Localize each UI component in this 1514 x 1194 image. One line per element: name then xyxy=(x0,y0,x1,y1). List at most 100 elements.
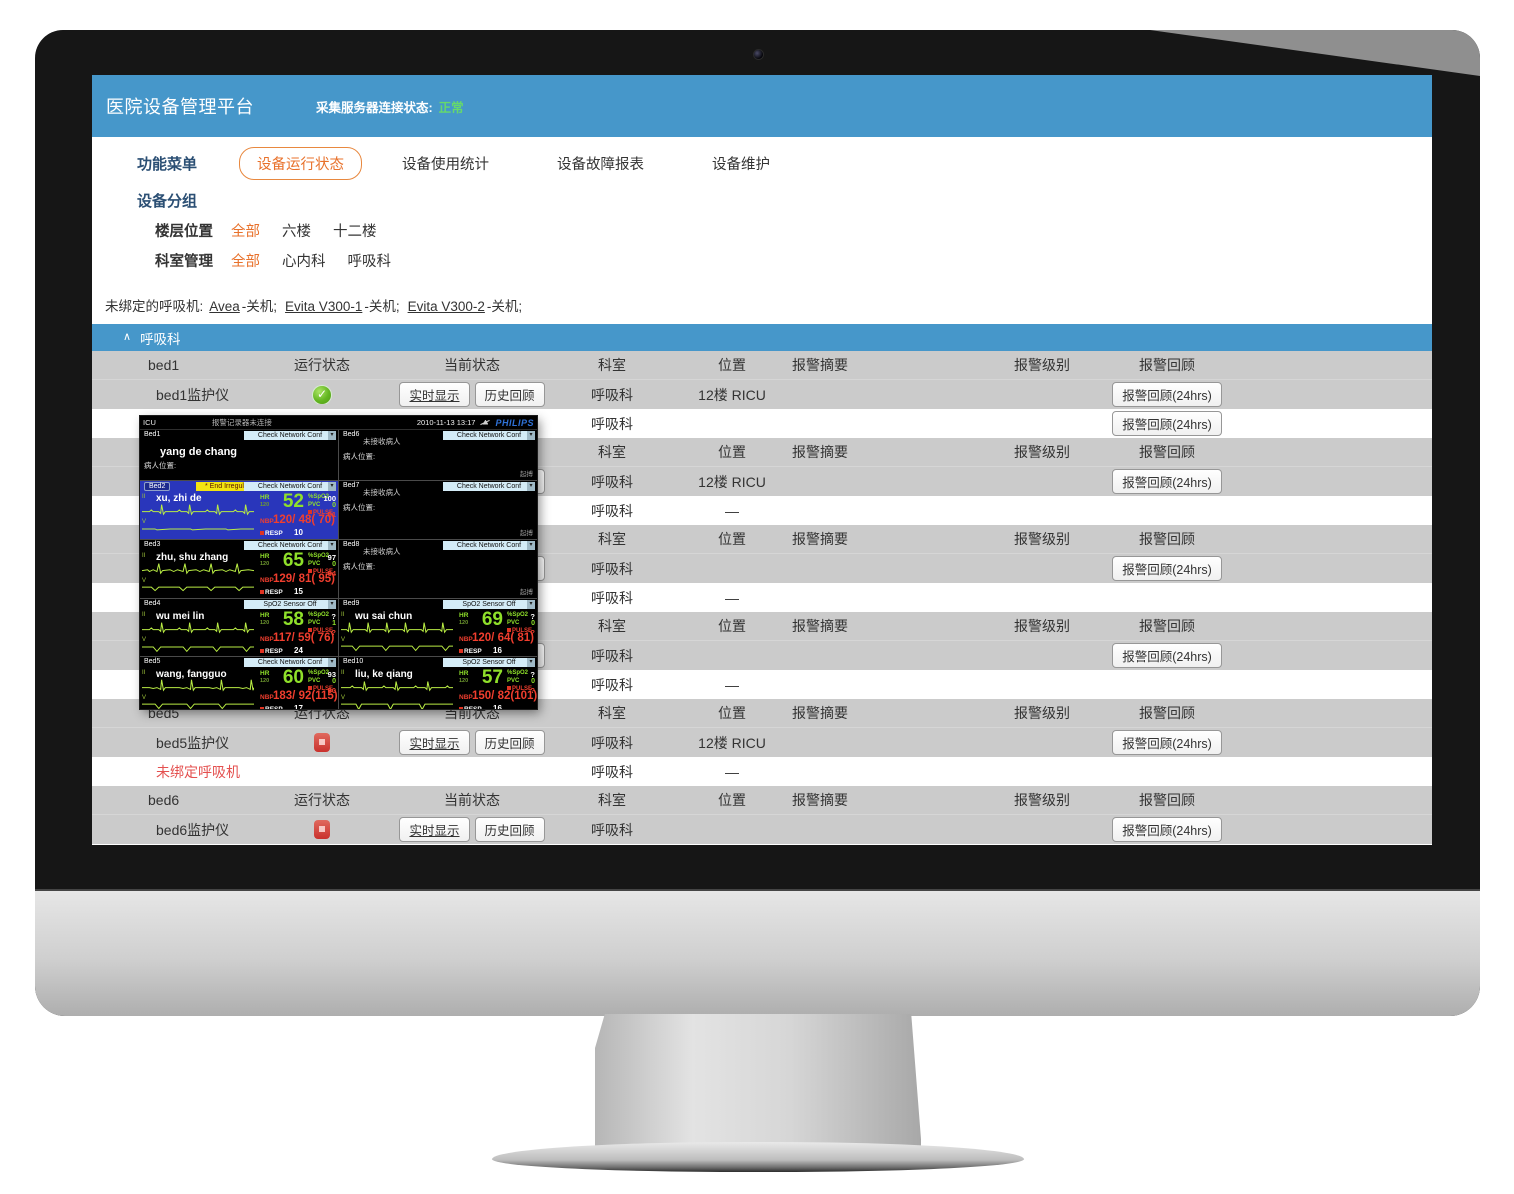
webcam-dot xyxy=(753,50,763,59)
unbound-link-avea[interactable]: Avea xyxy=(209,299,240,314)
unbound-ventilators-line: 未绑定的呼吸机: Avea -关机; Evita V300-1 -关机; Evita V3… xyxy=(105,295,1432,315)
realtime-button[interactable]: 实时显示 xyxy=(399,817,470,842)
alarm-review-button[interactable]: 报警回顾(24hrs) xyxy=(1112,382,1222,407)
popup-bed-grid: Bed1 Check Network Conf ▾ yang de chang 病… xyxy=(140,430,537,709)
resp-label: RESP xyxy=(260,706,283,709)
ecg-lead-label: II xyxy=(341,612,345,618)
pulse-value: 60 xyxy=(327,686,336,695)
unbound-link-evita2[interactable]: Evita V300-2 xyxy=(407,299,485,314)
network-conf-dropdown[interactable]: SpO2 Sensor Off ▾ xyxy=(443,600,535,609)
pulse-label: PULSE xyxy=(308,628,333,634)
filter-dept-cardiology[interactable]: 心内科 xyxy=(282,254,326,270)
chevron-down-icon: ▾ xyxy=(527,431,535,440)
hr-label: HR xyxy=(260,494,270,501)
popup-cell-bed9[interactable]: Bed9 SpO2 Sensor Off ▾ wu sai chun II V H… xyxy=(339,599,537,656)
network-conf-dropdown[interactable]: Check Network Conf ▾ xyxy=(443,431,535,440)
filter-floor: 楼层位置 全部 六楼 十二楼 xyxy=(155,220,1432,241)
network-conf-dropdown[interactable]: Check Network Conf ▾ xyxy=(244,541,336,550)
col-position: 位置 xyxy=(718,618,746,634)
history-button[interactable]: 历史回顾 xyxy=(474,382,545,407)
department-value: 呼吸科 xyxy=(591,589,633,606)
network-conf-dropdown[interactable]: Check Network Conf ▾ xyxy=(244,482,336,491)
pacing-label: 起搏 xyxy=(520,471,533,478)
table-row: bed6 运行状态 当前状态 科室 位置 报警摘要 报警级别 报警回顾 xyxy=(92,786,1432,815)
unbound-prefix: 未绑定的呼吸机: xyxy=(105,299,204,314)
alarm-review-button[interactable]: 报警回顾(24hrs) xyxy=(1112,556,1222,581)
popup-cell-bed3[interactable]: Bed3 Check Network Conf ▾ zhu, shu zhang … xyxy=(140,540,338,598)
nbp-label: NBP xyxy=(260,518,274,525)
pacing-label: 起搏 xyxy=(520,530,533,537)
alarm-review-button[interactable]: 报警回顾(24hrs) xyxy=(1112,411,1222,436)
network-conf-dropdown[interactable]: Check Network Conf ▾ xyxy=(443,541,535,550)
hr-limit: 120 xyxy=(260,678,270,684)
tab-device-usage-stats[interactable]: 设备使用统计 xyxy=(402,156,490,173)
filter-floor-12[interactable]: 十二楼 xyxy=(333,224,377,240)
patient-name: xu, zhi de xyxy=(156,493,202,504)
alarm-review-button[interactable]: 报警回顾(24hrs) xyxy=(1112,643,1222,668)
device-grouping-title: 设备分组 xyxy=(137,193,198,210)
history-button[interactable]: 历史回顾 xyxy=(474,730,545,755)
filter-floor-6[interactable]: 六楼 xyxy=(282,224,311,240)
ecg-lead-label: II xyxy=(142,494,146,500)
filter-dept-respiratory[interactable]: 呼吸科 xyxy=(347,254,392,270)
col-run-status: 运行状态 xyxy=(294,357,350,373)
popup-cell-bed8[interactable]: Bed8 Check Network Conf ▾ 未接收病人 病人位置: 起搏 xyxy=(339,540,537,598)
popup-cell-bed1[interactable]: Bed1 Check Network Conf ▾ yang de chang 病… xyxy=(140,430,338,480)
popup-cell-bed2[interactable]: Bed2 * End Irregular HR Check Network Co… xyxy=(140,481,338,539)
pulse-value: ? xyxy=(331,628,336,637)
realtime-button[interactable]: 实时显示 xyxy=(399,730,470,755)
filter-floor-label: 楼层位置 xyxy=(155,224,213,240)
ecg-lead-label: V xyxy=(341,695,346,701)
filter-floor-all[interactable]: 全部 xyxy=(231,224,260,240)
patient-location-label: 病人位置: xyxy=(343,503,376,512)
alarm-review-button[interactable]: 报警回顾(24hrs) xyxy=(1112,817,1222,842)
alarm-review-button[interactable]: 报警回顾(24hrs) xyxy=(1112,469,1222,494)
no-patient-label: 未接收病人 xyxy=(363,547,401,556)
pvc-label: PVC xyxy=(507,678,520,684)
section-header-respiratory[interactable]: ∧ 呼吸科 xyxy=(92,324,1432,351)
alarm-review-button[interactable]: 报警回顾(24hrs) xyxy=(1112,730,1222,755)
popup-cell-bed7[interactable]: Bed7 Check Network Conf ▾ 未接收病人 病人位置: 起搏 xyxy=(339,481,537,539)
philips-logo: PHILIPS xyxy=(495,417,534,428)
network-conf-dropdown[interactable]: Check Network Conf ▾ xyxy=(443,482,535,491)
realtime-monitor-popup: ICU 报警记录器未连接 2010-11-13 13:17 PHILIPS Be… xyxy=(140,416,537,709)
tab-device-run-status[interactable]: 设备运行状态 xyxy=(239,146,363,180)
pvc-label: PVC xyxy=(308,620,321,626)
department-value: 呼吸科 xyxy=(591,386,633,403)
bed-id: Bed10 xyxy=(343,658,364,665)
collapse-icon[interactable]: ∧ xyxy=(123,331,132,343)
ecg-waveform xyxy=(142,646,254,653)
hr-label: HR xyxy=(459,670,469,677)
ecg-waveform xyxy=(142,563,254,575)
popup-cell-bed6[interactable]: Bed6 Check Network Conf ▾ 未接收病人 病人位置: 起搏 xyxy=(339,430,537,480)
col-current-status: 当前状态 xyxy=(444,357,500,373)
bed-id: Bed8 xyxy=(343,541,360,548)
network-conf-dropdown[interactable]: Check Network Conf ▾ xyxy=(244,658,336,667)
col-alarm-review: 报警回顾 xyxy=(1139,618,1195,634)
ecg-waveform xyxy=(142,586,254,592)
history-button[interactable]: 历史回顾 xyxy=(474,817,545,842)
pulse-label: PULSE xyxy=(308,510,333,516)
network-conf-dropdown[interactable]: SpO2 Sensor Off ▾ xyxy=(443,658,535,667)
hr-limit: 120 xyxy=(260,502,270,508)
popup-cell-bed10[interactable]: Bed10 SpO2 Sensor Off ▾ liu, ke qiang II … xyxy=(339,657,537,709)
pulse-value: 64 xyxy=(327,569,336,578)
realtime-button[interactable]: 实时显示 xyxy=(399,382,470,407)
filter-department-label: 科室管理 xyxy=(155,254,213,270)
col-department: 科室 xyxy=(598,705,626,721)
ecg-lead-label: II xyxy=(142,612,146,618)
col-department: 科室 xyxy=(598,444,626,460)
ecg-waveform xyxy=(341,681,453,692)
col-department: 科室 xyxy=(598,531,626,547)
filter-dept-all[interactable]: 全部 xyxy=(231,254,260,270)
tab-device-fault-report[interactable]: 设备故障报表 xyxy=(557,156,645,173)
network-conf-dropdown[interactable]: SpO2 Sensor Off ▾ xyxy=(244,600,336,609)
pvc-value: 0 xyxy=(531,678,535,685)
tab-device-maintenance[interactable]: 设备维护 xyxy=(712,156,771,173)
unbound-link-evita1[interactable]: Evita V300-1 xyxy=(285,299,363,314)
network-conf-dropdown[interactable]: Check Network Conf ▾ xyxy=(244,431,336,440)
status-stopped-icon xyxy=(314,820,330,839)
popup-cell-bed4[interactable]: Bed4 SpO2 Sensor Off ▾ wu mei lin II V HR… xyxy=(140,599,338,656)
chevron-down-icon: ▾ xyxy=(527,482,535,491)
popup-cell-bed5[interactable]: Bed5 Check Network Conf ▾ wang, fangguo I… xyxy=(140,657,338,709)
